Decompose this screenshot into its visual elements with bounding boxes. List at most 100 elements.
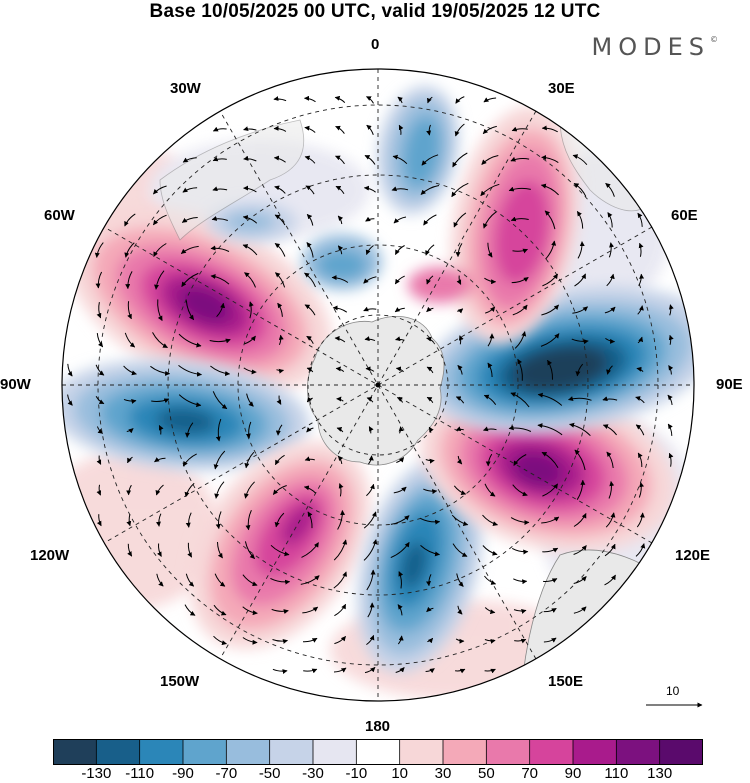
wind-vector	[483, 394, 497, 405]
wind-vector	[568, 396, 592, 401]
colorbar	[53, 739, 703, 765]
wind-vector	[180, 245, 199, 254]
lon-label-180: 180	[365, 718, 391, 735]
wind-vector	[605, 182, 615, 197]
wind-vector	[510, 392, 530, 408]
wind-vector	[125, 271, 133, 290]
wind-vector	[423, 488, 438, 495]
colorbar-tick-label: 70	[521, 765, 538, 782]
wind-vector	[667, 394, 673, 405]
wind-vector	[368, 455, 374, 465]
wind-vector	[366, 397, 374, 403]
wind-vector	[512, 304, 528, 316]
wind-vector	[668, 304, 674, 316]
wind-vector	[426, 336, 434, 343]
wind-vector	[636, 512, 645, 528]
wind-vector	[185, 573, 195, 587]
wind-vector	[334, 603, 347, 617]
wind-vector	[242, 606, 258, 616]
wind-vector	[426, 396, 434, 403]
wind-vector	[273, 125, 287, 132]
wind-vector	[635, 424, 645, 436]
wind-vector	[391, 186, 409, 192]
wind-vector	[366, 124, 374, 135]
wind-vector	[637, 212, 643, 227]
wind-vector	[455, 96, 465, 104]
wind-vector	[482, 125, 497, 134]
wind-vector	[363, 276, 377, 284]
wind-vector	[543, 637, 557, 643]
wind-vector	[455, 638, 465, 644]
wind-vector	[481, 155, 499, 165]
wind-vector	[303, 485, 316, 494]
colorbar-swatch	[573, 739, 617, 765]
wind-vector	[574, 449, 586, 471]
wind-vector	[243, 185, 257, 193]
wind-vector	[542, 273, 559, 287]
wind-vector	[244, 335, 256, 345]
wind-vector	[182, 157, 197, 163]
wind-vector	[514, 331, 527, 349]
wind-vector	[242, 215, 258, 224]
wind-vector	[274, 214, 286, 226]
wind-vector	[487, 362, 493, 378]
wind-vector	[426, 306, 434, 313]
wind-vector	[607, 212, 613, 228]
wind-vector	[668, 334, 674, 345]
wind-vector	[394, 275, 405, 285]
wind-vector	[153, 214, 167, 226]
wind-vector	[303, 668, 318, 674]
wind-vector	[366, 569, 376, 591]
wind-vector	[602, 396, 618, 402]
wind-vector	[307, 511, 313, 529]
brand-logo: MODES©	[592, 33, 718, 61]
colorbar-tick-label: 10	[391, 765, 408, 782]
wind-vector	[458, 335, 464, 345]
wind-vector	[572, 306, 588, 314]
wind-vector	[95, 271, 103, 289]
wind-vector	[187, 542, 193, 558]
wind-vector	[569, 422, 591, 437]
wind-vector	[363, 306, 377, 312]
wind-vector	[602, 424, 618, 436]
wind-vector	[368, 426, 374, 434]
brand-mark: ©	[710, 35, 718, 44]
wind-vector	[573, 545, 587, 555]
wind-vector	[337, 510, 346, 530]
wind-vector	[211, 216, 228, 221]
wind-vector	[153, 243, 167, 257]
wind-vector	[543, 607, 557, 613]
wind-vector	[454, 123, 465, 137]
wind-vector	[397, 635, 404, 645]
wind-vector	[214, 481, 225, 499]
wind-vector	[365, 245, 374, 255]
wind-vector	[573, 513, 587, 527]
wind-vector	[480, 183, 500, 197]
map-boundary	[61, 68, 695, 702]
wind-vector	[510, 216, 529, 222]
wind-vector	[606, 273, 615, 287]
wind-vector	[573, 606, 587, 614]
lon-label-30e: 30E	[548, 80, 575, 97]
wind-vector	[363, 539, 378, 561]
wind-vector	[425, 244, 435, 256]
wind-vector	[395, 336, 405, 342]
wind-vector	[637, 305, 644, 315]
wind-vector	[124, 332, 136, 348]
wind-vector	[425, 458, 435, 464]
south-america-landmass	[159, 119, 305, 241]
wind-vector	[274, 185, 286, 194]
wind-vector	[274, 512, 285, 528]
wind-vector	[338, 483, 344, 497]
wind-vector	[304, 304, 316, 316]
wind-vector	[306, 367, 314, 373]
wind-vector	[455, 396, 465, 404]
wind-vector	[576, 479, 586, 500]
colorbar-swatch	[529, 739, 574, 765]
wind-vector	[512, 484, 528, 497]
colorbar-swatch	[96, 739, 141, 765]
wind-vector	[276, 395, 282, 405]
wind-vector	[483, 426, 497, 432]
wind-vector	[95, 396, 105, 405]
wind-vector	[178, 394, 202, 408]
